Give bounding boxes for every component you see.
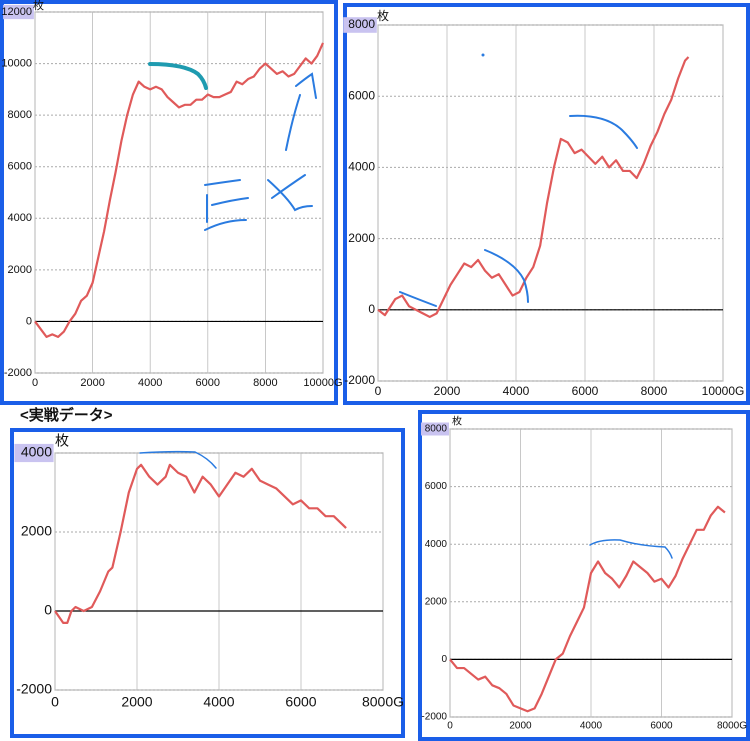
y-axis-label: 枚 — [377, 8, 389, 23]
x-tick-label: 2000 — [434, 384, 461, 398]
series-line — [377, 56, 690, 319]
x-tick-label: 8000G — [362, 693, 404, 709]
note-dot — [481, 53, 485, 57]
y-tick-label: 10000 — [1, 57, 32, 69]
plot-area — [377, 24, 724, 382]
y-tick-label: 2000 — [425, 596, 448, 607]
x-tick-label: 8000 — [253, 377, 277, 389]
y-tick-label: 0 — [368, 302, 375, 316]
x-tick-label: 2000 — [509, 721, 532, 732]
tick-highlight — [3, 4, 34, 20]
x-tick-label: 0 — [51, 693, 59, 709]
note-stroke — [399, 114, 638, 307]
y-tick-label: 8000 — [425, 424, 448, 435]
tick-highlight — [14, 443, 54, 463]
x-tick-label: 0 — [447, 721, 453, 732]
note-stroke — [148, 62, 208, 90]
x-tick-label: 8000G — [717, 721, 747, 732]
series-line — [54, 463, 347, 624]
y-tick-label: 0 — [441, 654, 447, 665]
caption: <実戦データ> — [20, 406, 113, 424]
x-tick-label: 0 — [375, 384, 382, 398]
y-axis-label: 枚 — [33, 0, 44, 12]
x-tick-label: 10000G — [702, 384, 745, 398]
x-tick-label: 2000 — [121, 693, 152, 709]
y-tick-label: 4000 — [21, 444, 52, 460]
x-tick-label: 4000 — [203, 693, 234, 709]
x-tick-label: 4000 — [503, 384, 530, 398]
y-tick-label: 4000 — [8, 212, 32, 224]
x-tick-label: 6000 — [285, 693, 316, 709]
y-tick-label: 0 — [44, 602, 52, 618]
x-tick-label: 6000 — [572, 384, 599, 398]
y-tick-label: -2000 — [421, 712, 447, 723]
note-stroke — [589, 539, 673, 559]
y-tick-label: -2000 — [16, 681, 52, 697]
handwriting — [139, 53, 673, 559]
series-line — [449, 505, 726, 713]
y-tick-label: 2000 — [21, 523, 52, 539]
y-axis-label: 枚 — [452, 415, 462, 428]
note-stroke — [204, 72, 317, 231]
x-tick-label: 2000 — [80, 377, 104, 389]
y-axis-label: 枚 — [55, 433, 69, 449]
y-tick-label: 6000 — [8, 161, 32, 173]
x-tick-label: 6000 — [196, 377, 220, 389]
x-tick-label: 4000 — [138, 377, 162, 389]
y-tick-label: -2000 — [344, 373, 375, 387]
y-tick-label: -2000 — [4, 367, 32, 379]
x-tick-label: 8000 — [641, 384, 668, 398]
y-tick-label: 4000 — [425, 539, 448, 550]
y-tick-label: 0 — [26, 315, 32, 327]
x-tick-label: 6000 — [650, 721, 673, 732]
tick-highlight — [421, 422, 449, 436]
y-tick-label: 12000 — [1, 6, 32, 18]
tick-highlight — [343, 17, 377, 33]
x-tick-label: 0 — [32, 377, 38, 389]
y-tick-label: 2000 — [8, 264, 32, 276]
y-tick-label: 2000 — [348, 231, 375, 245]
series-line — [34, 42, 325, 338]
y-tick-label: 6000 — [425, 481, 448, 492]
note-stroke — [139, 450, 217, 469]
x-tick-label: 4000 — [580, 721, 603, 732]
y-tick-label: 4000 — [348, 160, 375, 174]
y-tick-label: 8000 — [348, 17, 375, 31]
y-tick-label: 6000 — [348, 88, 375, 102]
x-tick-label: 10000G — [303, 377, 342, 389]
y-tick-label: 8000 — [8, 109, 32, 121]
